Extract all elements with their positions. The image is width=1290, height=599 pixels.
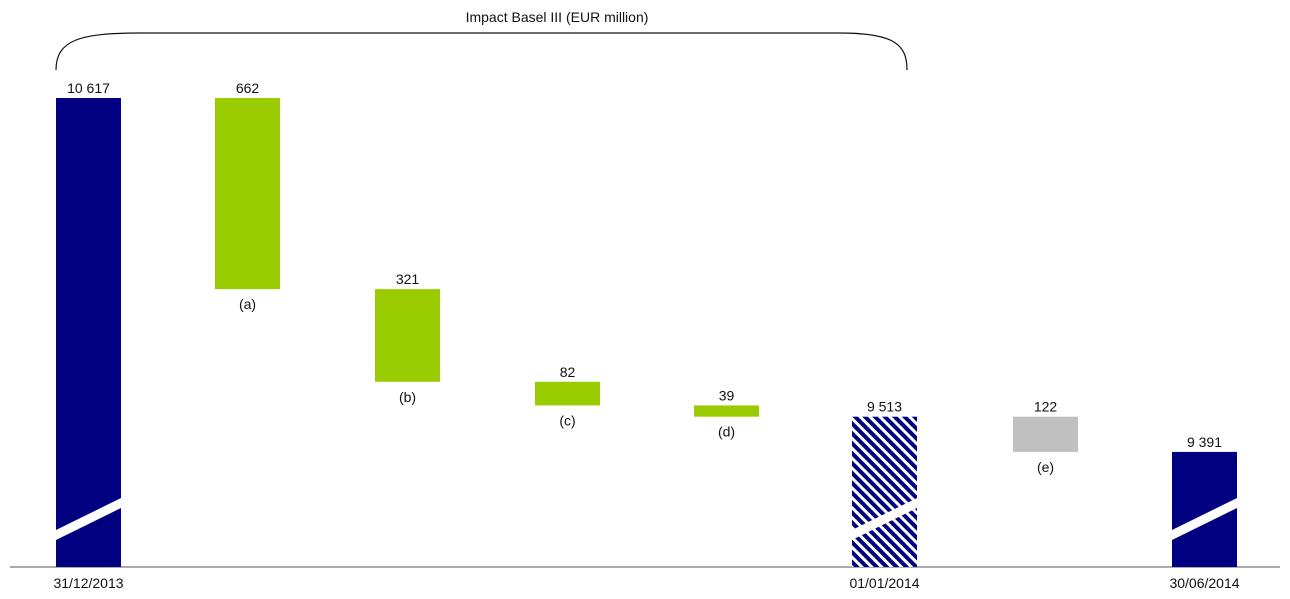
category-label: 31/12/2013 [53,575,123,591]
bar-5 [694,405,759,416]
value-label: 662 [236,80,260,96]
note-label: (d) [718,424,735,440]
note-label: (c) [559,412,575,428]
value-label: 9 513 [867,399,902,415]
value-label: 39 [719,387,735,403]
chart-title-main: Impact Basel III [466,9,566,25]
chart-title: Impact Basel III (EUR million) [466,9,649,25]
value-label: 122 [1034,399,1058,415]
category-label: 30/06/2014 [1169,575,1239,591]
bar-3 [375,289,440,382]
bars-group: 10 617 31/12/2013 662 (a) 321 (b) 82 (c) 39 (d) 9 … [53,80,1239,591]
bar-1 [56,98,121,567]
value-label: 82 [560,364,576,380]
bar-6 [852,417,917,567]
category-label: 01/01/2014 [849,575,919,591]
chart-title-unit: (EUR million) [566,9,648,25]
bar-4 [535,382,600,406]
value-label: 10 617 [67,80,110,96]
note-label: (b) [399,389,416,405]
value-label: 321 [396,271,420,287]
value-label: 9 391 [1187,434,1222,450]
bar-7 [1013,417,1078,452]
bar-2 [215,98,280,289]
title-bracket [56,33,907,70]
note-label: (a) [239,296,256,312]
note-label: (e) [1037,459,1054,475]
